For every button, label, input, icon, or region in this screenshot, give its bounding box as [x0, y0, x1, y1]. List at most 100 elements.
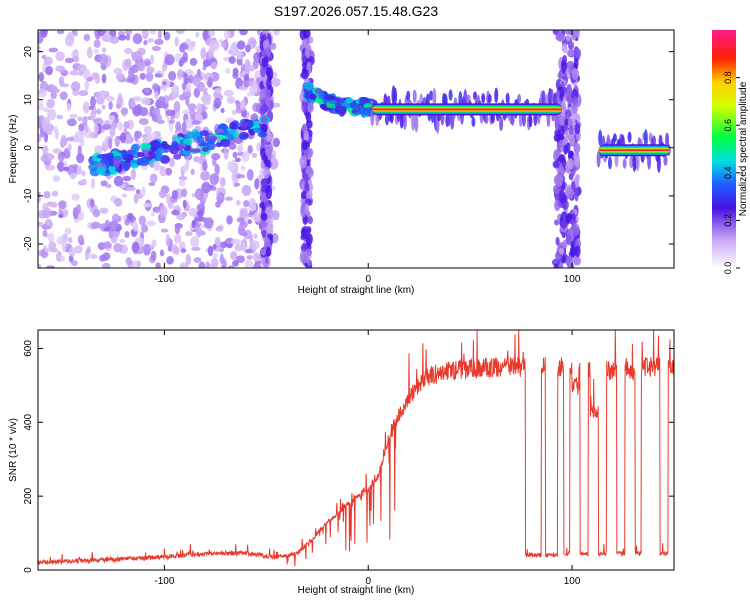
colorbar-tick-label: 0.2 [723, 214, 733, 227]
spectrogram-blob [93, 123, 99, 134]
spectrogram-blob [555, 236, 560, 246]
spectrogram-blob [196, 135, 205, 143]
spectrogram-blob [194, 188, 204, 201]
spectrogram-blob [141, 186, 146, 197]
spectrogram-blob [273, 30, 280, 36]
spectrogram-blob [214, 87, 222, 94]
spectrogram-blob [253, 81, 258, 90]
spectrogram-blob [138, 118, 149, 125]
spectrogram-blob [212, 244, 217, 250]
spectrogram-blob [76, 204, 82, 214]
spectrogram-blob [561, 61, 566, 74]
spectrogram-blob [363, 103, 372, 109]
spectrogram-blob [176, 213, 185, 221]
spectrogram-blob [573, 155, 581, 167]
spectrogram-blob [189, 148, 201, 153]
spectrogram-blob [171, 93, 179, 98]
spectrogram-blob [40, 154, 48, 162]
snr-xtick-label: 100 [564, 576, 581, 587]
spectrogram-blob [38, 195, 41, 204]
spectrogram-blob [159, 249, 165, 257]
spectrogram-blob [38, 72, 45, 83]
spectrogram-blob [198, 261, 206, 268]
spectrogram-blob [564, 30, 573, 35]
spectrogram-blob [208, 30, 216, 37]
spectrogram-blob [113, 242, 123, 253]
spectrogram-blob [66, 103, 71, 112]
spectrogram-blob [552, 160, 560, 169]
spectrogram-blob [249, 198, 257, 210]
spectrogram-blob [132, 105, 142, 117]
spectrogram-blob [90, 221, 101, 229]
spectrogram-blob [42, 145, 49, 156]
spectrogram-blob [176, 30, 185, 35]
spectrogram-blob [199, 87, 208, 93]
spectrogram-blob [244, 44, 251, 53]
spectrogram-blob [138, 215, 147, 226]
spectrogram-blob [130, 168, 136, 180]
spectrogram-blob [300, 190, 308, 200]
spectrogram-blob [406, 90, 411, 101]
spectrogram-blob [570, 247, 576, 257]
spectrogram-blob [185, 95, 190, 106]
spectrogram-blob [261, 123, 268, 133]
spectrogram-blob [96, 108, 102, 115]
colorbar-ticks: 0.0 0.2 0.4 0.6 0.8 [723, 71, 740, 274]
snr-axes: -100 0 100 0 200 400 600 [23, 330, 674, 587]
spectrogram-blob [487, 93, 492, 104]
spectrogram-blob [156, 262, 162, 268]
spectrogram-blob [82, 116, 88, 127]
spectrogram-blob [565, 34, 571, 42]
spectrogram-blob [259, 104, 266, 116]
spectrogram-blob [246, 169, 254, 181]
spectrogram-blob [165, 234, 170, 247]
spectrogram-blob [86, 46, 93, 59]
spectrogram-blob [103, 226, 111, 232]
spectrogram-blob [93, 160, 100, 166]
spectrogram-blob [45, 65, 53, 76]
spectrogram-blob [566, 142, 571, 154]
spectrogram-blob [136, 260, 141, 267]
spectrogram-blob [566, 83, 573, 96]
spectrogram-blob [192, 77, 201, 86]
spectrogram-blob [132, 96, 142, 102]
spectrogram-blob [163, 31, 171, 41]
spectrogram-blob [157, 101, 167, 109]
spectrogram-blob [220, 138, 231, 148]
spectrogram-blob [201, 182, 212, 194]
spectrogram-blob [230, 41, 239, 53]
spectrogram-ylabel: Frequency (Hz) [8, 115, 19, 184]
spectrogram-blob [237, 151, 244, 156]
spectrogram-blob [505, 92, 510, 105]
spectrogram-blob [247, 219, 253, 225]
spectrogram-blob [149, 173, 158, 183]
spectrogram-blob [40, 30, 48, 38]
snr-frame [37, 329, 675, 571]
spectrogram-blob [57, 213, 65, 218]
spectrogram-blob [264, 47, 272, 56]
spectrogram-blob [92, 209, 101, 218]
spectrogram-blob [228, 142, 237, 150]
spectrogram-blob [220, 41, 227, 48]
snr-ytick-label: 600 [23, 340, 34, 357]
spectrogram-blob [138, 158, 150, 167]
spectrogram-blob [627, 131, 632, 143]
spectrogram-blob [93, 39, 101, 48]
spectrogram-blob [132, 221, 139, 232]
spectrogram-blob [101, 256, 107, 262]
spectrogram-blob [166, 193, 172, 205]
spectrogram-blob [305, 182, 310, 192]
spectrogram-blob [153, 152, 164, 162]
spectrogram-blob [64, 57, 74, 64]
spectrogram-blob [189, 42, 196, 48]
spectrogram-blob [555, 173, 564, 188]
spectrogram-blob [647, 152, 652, 170]
spectrogram-blob [140, 224, 149, 233]
spectrogram-blob [265, 89, 271, 99]
spectrogram-blob [94, 91, 103, 100]
spectrogram-blob [246, 255, 253, 260]
spectrogram-blob [309, 93, 317, 101]
spectrogram-blob [318, 92, 325, 100]
spectrogram-blob [118, 92, 123, 103]
spectrogram-blob [412, 89, 417, 103]
